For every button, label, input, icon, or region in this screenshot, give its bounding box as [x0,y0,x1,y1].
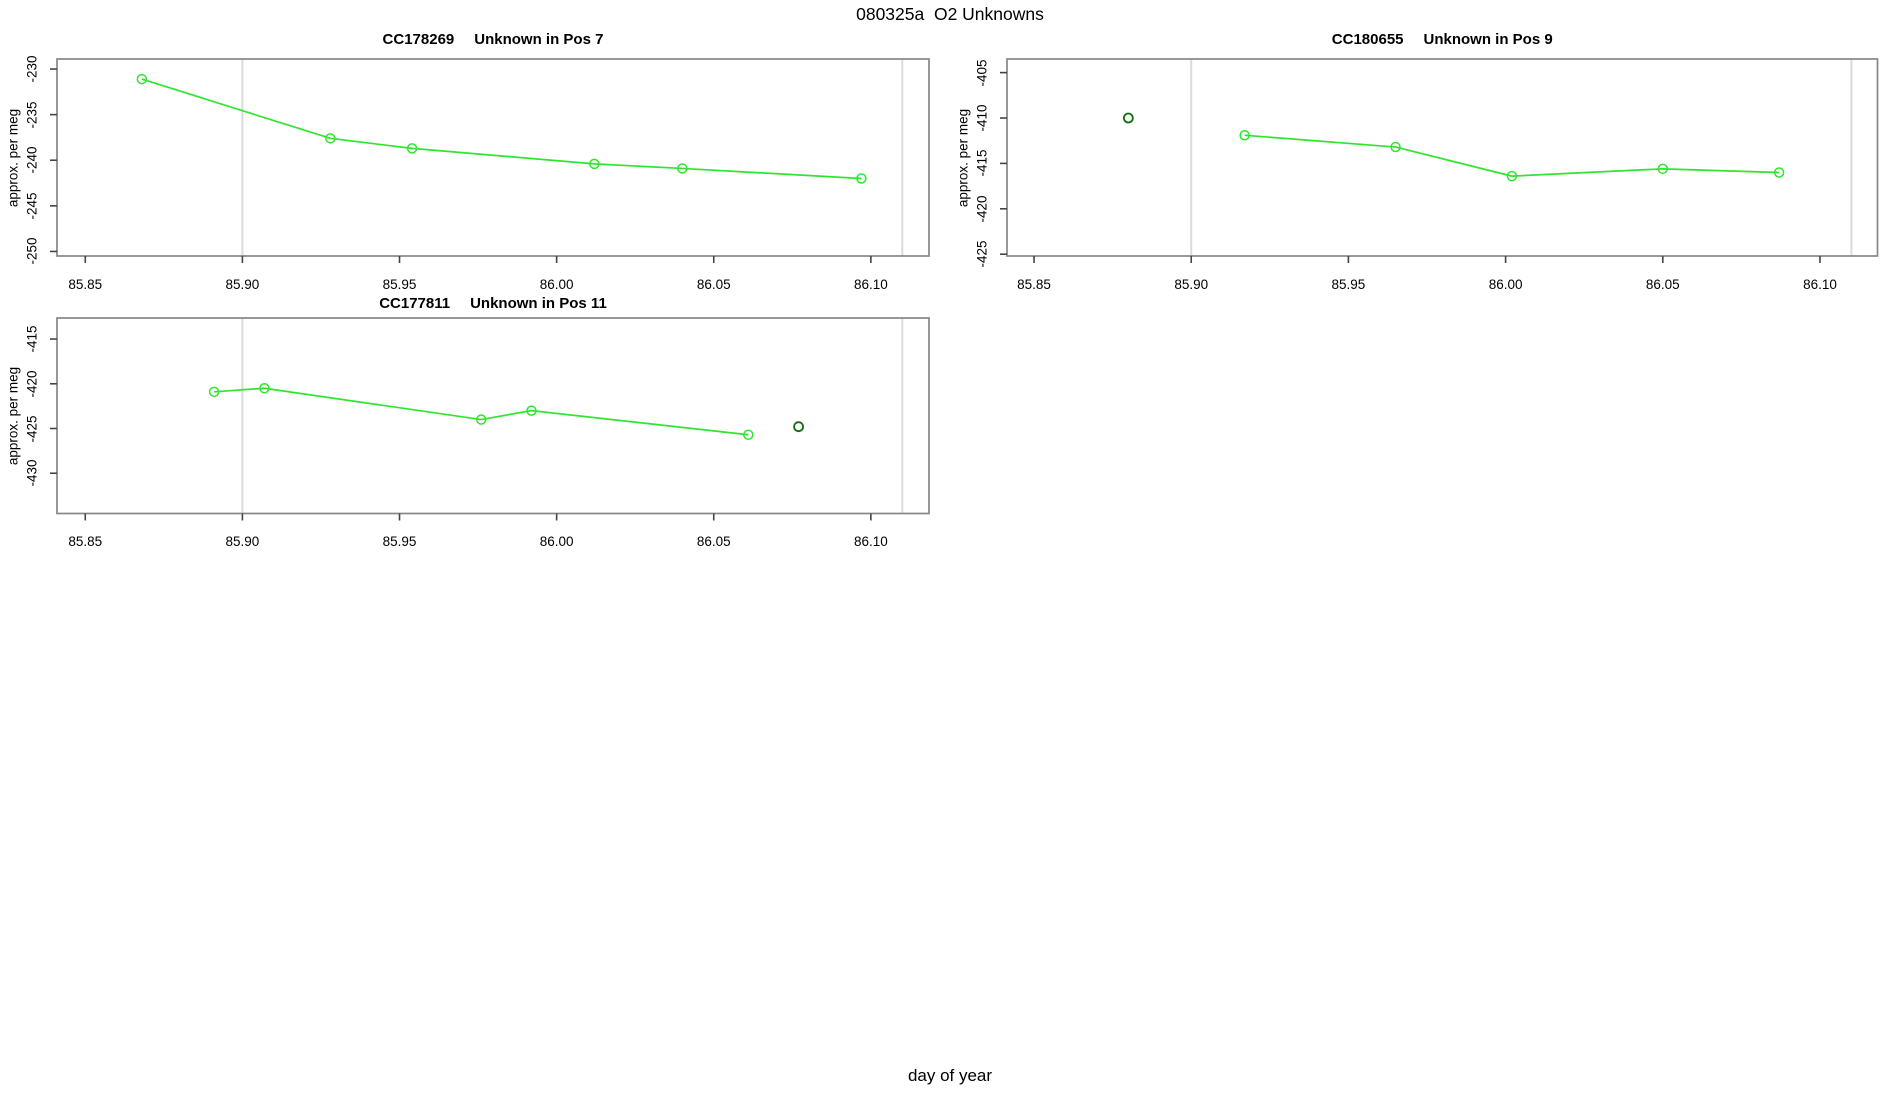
data-point [1773,167,1785,178]
x-tick-label: 85.85 [1017,277,1051,292]
panel-title: CC178269 Unknown in Pos 7 [57,31,929,48]
y-axis-label: approx. per meg [955,108,971,207]
data-point [475,414,487,425]
plot-box [1006,58,1879,257]
y-axis-label: approx. per meg [5,108,21,207]
data-point [1390,141,1401,153]
y-tick-label: -240 [24,146,40,174]
x-tick-label: 86.00 [539,277,574,292]
data-point [208,386,220,398]
panel-title-desc: Unknown in Pos 9 [1423,31,1553,48]
data-point [136,73,148,85]
x-tick-label: 85.90 [225,277,260,292]
y-tick-label: -245 [24,192,40,220]
x-tick-label: 85.95 [1331,277,1366,292]
y-tick-label: -250 [24,237,40,265]
series-line [1244,134,1780,177]
x-tick-label: 86.00 [1488,277,1523,292]
panel-title-code: CC177811 [379,295,451,312]
data-point [1506,170,1518,182]
x-tick-label: 85.85 [68,534,103,549]
data-point [1239,130,1250,141]
y-tick-label: -430 [24,459,40,487]
x-tick-label: 86.05 [1645,277,1680,292]
page-title: 080325a O2 Unknowns [856,4,1044,24]
x-tick-label: 85.95 [382,534,417,549]
x-tick-label: 86.10 [853,277,888,292]
x-axis-outer-label: day of year [907,1066,993,1085]
data-point [677,163,688,174]
panel-title-desc: Unknown in Pos 11 [470,295,607,312]
data-point [406,143,418,154]
y-tick-label: -235 [24,101,40,129]
data-point [856,173,867,184]
x-tick-label: 86.00 [539,534,574,549]
data-point [743,429,754,441]
panel-title-code: CC178269 [382,31,455,48]
y-tick-label: -230 [24,55,40,83]
x-tick-label: 85.90 [225,534,260,549]
x-tick-label: 86.05 [696,277,731,292]
y-tick-label: -415 [24,325,40,353]
isolated-data-point [1122,112,1134,124]
x-tick-label: 85.95 [382,277,417,292]
data-point [526,405,537,416]
plot-box [56,58,930,257]
y-tick-label: -420 [974,195,990,223]
data-point [589,158,600,170]
data-point [259,382,270,394]
x-tick-label: 86.05 [696,534,731,549]
y-tick-label: -425 [24,414,40,443]
x-tick-label: 85.85 [68,277,103,292]
plot-box [56,317,930,515]
series-line [141,78,862,180]
y-tick-label: -405 [974,59,990,87]
x-tick-label: 86.10 [853,534,888,549]
y-tick-label: -420 [24,370,40,398]
isolated-data-point [793,421,804,433]
y-tick-label: -415 [974,149,990,177]
x-tick-label: 85.90 [1174,277,1209,292]
panel-title: CC180655 Unknown in Pos 9 [1007,31,1878,48]
y-axis-label: approx. per meg [5,366,21,465]
panel-title: CC177811 Unknown in Pos 11 [57,295,929,312]
x-tick-label: 86.10 [1803,277,1837,292]
y-tick-label: -410 [974,104,990,132]
panel-title-desc: Unknown in Pos 7 [474,31,604,48]
panel-title-code: CC180655 [1331,31,1404,48]
data-point [1657,163,1669,175]
series-line [214,387,749,436]
y-tick-label: -425 [974,240,990,268]
data-point [325,133,336,144]
